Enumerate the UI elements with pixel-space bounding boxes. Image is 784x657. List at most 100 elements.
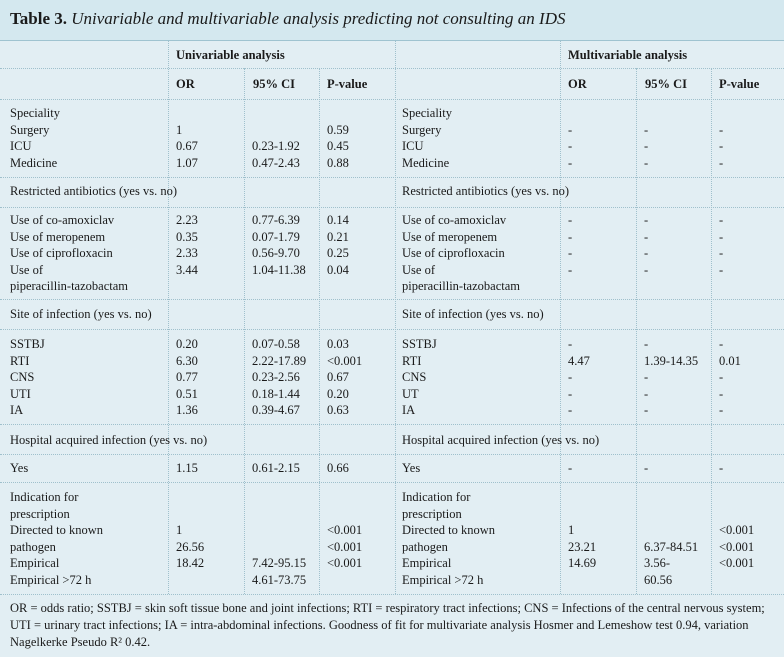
divider [0, 454, 784, 455]
p-value: - [719, 386, 724, 401]
ci-value: 4.61-73.75 [252, 572, 307, 587]
row-label: Empirical [10, 556, 60, 570]
section-label: Restricted antibiotics (yes vs. no) [10, 184, 177, 198]
or-value: 18.42 [176, 556, 205, 570]
p-value: 0.88 [327, 155, 349, 170]
p-value: 0.59 [327, 122, 349, 137]
section-label: Hospital acquired infection (yes vs. no) [10, 433, 208, 447]
multi-ci-header: 95% CI [645, 77, 688, 91]
section-label: Speciality [402, 106, 452, 120]
row-label: Indication for [10, 490, 79, 504]
row-label: pathogen [10, 539, 56, 554]
divider [0, 299, 784, 300]
p-value: - [719, 337, 724, 351]
p-value: - [719, 370, 724, 384]
ci-value: 0.07-1.79 [252, 229, 300, 244]
uni-p-header: P-value [327, 77, 368, 91]
divider [0, 594, 784, 595]
row-label: Use of co-amoxiclav [10, 213, 115, 227]
or-value: - [568, 386, 573, 401]
column-divider [395, 41, 396, 594]
ci-value: 0.56-9.70 [252, 246, 300, 260]
row-label: piperacillin-tazobactam [10, 279, 128, 293]
row-label: SSTBJ [402, 337, 437, 351]
row-label: CNS [402, 370, 427, 384]
or-value: 4.47 [568, 353, 590, 368]
or-value: 3.44 [176, 262, 198, 277]
divider [0, 68, 784, 69]
column-divider [244, 68, 245, 594]
row-label: CNS [10, 370, 35, 384]
p-value: 0.25 [327, 246, 349, 260]
p-value: <0.001 [327, 539, 363, 554]
row-label: IA [402, 403, 416, 417]
column-divider [560, 41, 561, 594]
ci-value: 0.47-2.43 [252, 155, 300, 170]
row-label: Surgery [402, 122, 442, 137]
or-value: 14.69 [568, 556, 597, 570]
row-label: Medicine [10, 155, 58, 170]
p-value: - [719, 229, 724, 244]
row-label: Use of [402, 262, 435, 277]
ci-value: - [644, 370, 649, 384]
or-value: 6.30 [176, 353, 198, 368]
divider [0, 482, 784, 483]
row-label: Surgery [10, 122, 50, 137]
ci-value: 2.22-17.89 [252, 353, 307, 368]
row-label: ICU [10, 139, 32, 153]
p-value: - [719, 139, 724, 153]
divider [0, 424, 784, 425]
table-number: Table 3. [10, 9, 68, 28]
or-value: - [568, 229, 573, 244]
or-value: 0.35 [176, 229, 198, 244]
or-value: - [568, 337, 573, 351]
or-value: - [568, 403, 573, 417]
ci-value: 3.56- [644, 556, 671, 570]
or-value: - [568, 155, 573, 170]
p-value: 0.45 [327, 139, 349, 153]
ci-value: 0.18-1.44 [252, 386, 300, 401]
ci-value: 0.61-2.15 [252, 461, 300, 475]
ci-value: - [644, 246, 649, 260]
row-label: Use of meropenem [10, 229, 106, 244]
column-divider [711, 68, 712, 594]
ci-value: - [644, 386, 649, 401]
p-value: 0.66 [327, 461, 349, 475]
or-value: 0.67 [176, 139, 198, 153]
column-divider [319, 68, 320, 594]
multi-p-header: P-value [719, 77, 760, 91]
p-value: 0.67 [327, 370, 349, 384]
p-value: - [719, 461, 724, 475]
or-value: 1.36 [176, 403, 198, 417]
row-label: Empirical >72 h [10, 572, 92, 587]
or-value: - [568, 213, 573, 227]
ci-value: 60.56 [644, 572, 673, 587]
p-value: 0.14 [327, 213, 349, 227]
ci-value: - [644, 139, 649, 153]
p-value: <0.001 [327, 556, 363, 570]
row-label: piperacillin-tazobactam [402, 279, 520, 293]
divider [0, 329, 784, 330]
row-label: Directed to known [402, 523, 496, 537]
row-label: Use of ciprofloxacin [10, 246, 113, 260]
p-value: - [719, 262, 724, 277]
or-value: - [568, 246, 573, 260]
or-value: - [568, 122, 573, 137]
row-label: UT [402, 386, 419, 401]
row-label: Empirical [402, 556, 452, 570]
section-label: Speciality [10, 106, 60, 120]
row-label: RTI [402, 353, 422, 368]
p-value: <0.001 [719, 556, 755, 570]
divider [0, 207, 784, 208]
table-title: Table 3. Univariable and multivariable a… [0, 0, 784, 41]
row-label: Use of [10, 262, 43, 277]
row-label: prescription [10, 506, 70, 521]
column-divider [636, 68, 637, 594]
p-value: - [719, 122, 724, 137]
or-value: 23.21 [568, 539, 597, 554]
ci-value: 0.23-2.56 [252, 370, 300, 384]
ci-value: 0.07-0.58 [252, 337, 300, 351]
row-label: Indication for [402, 490, 471, 504]
ci-value: 0.77-6.39 [252, 213, 300, 227]
